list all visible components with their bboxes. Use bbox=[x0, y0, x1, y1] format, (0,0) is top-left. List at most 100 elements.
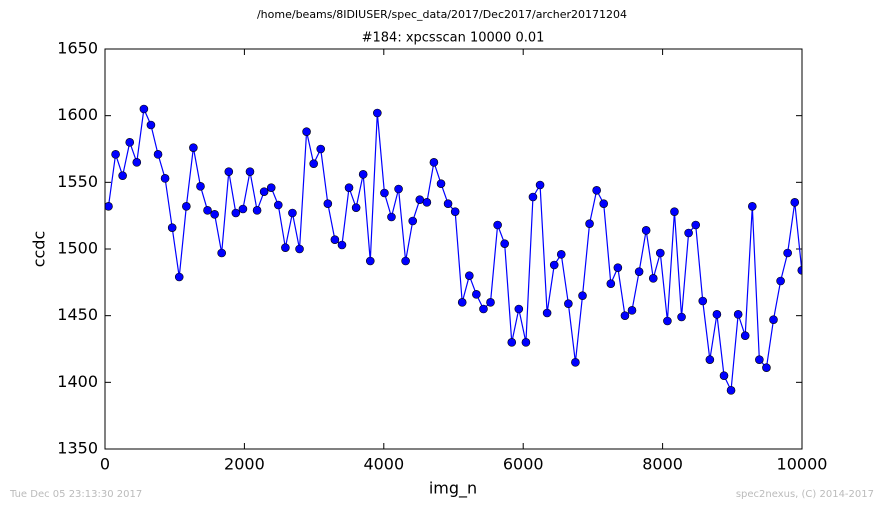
marker bbox=[755, 355, 764, 364]
marker bbox=[564, 299, 573, 308]
x-tick-label: 2000 bbox=[224, 455, 265, 474]
marker bbox=[648, 274, 658, 283]
marker bbox=[160, 174, 170, 183]
marker bbox=[585, 219, 594, 228]
marker bbox=[634, 267, 644, 276]
marker bbox=[365, 256, 375, 266]
marker bbox=[323, 199, 333, 208]
marker bbox=[790, 198, 800, 207]
marker bbox=[592, 186, 601, 195]
marker bbox=[479, 304, 488, 314]
marker bbox=[344, 183, 354, 192]
y-axis-label: ccdc bbox=[30, 231, 49, 268]
marker bbox=[698, 296, 708, 306]
marker bbox=[316, 144, 326, 154]
marker bbox=[118, 171, 127, 180]
marker bbox=[422, 198, 432, 207]
marker bbox=[556, 250, 566, 259]
y-tick-label: 1500 bbox=[57, 239, 98, 258]
marker bbox=[472, 290, 481, 299]
marker bbox=[776, 276, 785, 286]
marker bbox=[252, 206, 262, 215]
marker bbox=[182, 202, 191, 211]
marker bbox=[507, 338, 517, 347]
marker bbox=[740, 331, 750, 340]
marker bbox=[153, 150, 163, 159]
x-tick-label: 0 bbox=[100, 455, 110, 474]
marker bbox=[302, 127, 311, 136]
marker bbox=[408, 216, 418, 226]
marker bbox=[105, 202, 113, 211]
marker bbox=[394, 184, 403, 194]
marker bbox=[231, 208, 241, 218]
y-tick-label: 1350 bbox=[57, 439, 98, 458]
marker bbox=[542, 308, 552, 318]
marker bbox=[167, 223, 177, 232]
marker bbox=[174, 272, 184, 282]
footer-timestamp: Tue Dec 05 23:13:30 2017 bbox=[9, 489, 142, 500]
marker bbox=[273, 200, 283, 210]
marker bbox=[259, 187, 269, 196]
x-tick-label: 6000 bbox=[503, 455, 544, 474]
marker bbox=[521, 338, 531, 347]
marker bbox=[189, 143, 198, 152]
marker bbox=[196, 182, 205, 191]
marker bbox=[613, 263, 623, 272]
marker bbox=[733, 310, 743, 319]
marker bbox=[443, 199, 453, 208]
marker bbox=[295, 244, 304, 254]
marker bbox=[132, 158, 142, 167]
x-tick-label: 10000 bbox=[777, 455, 828, 474]
marker bbox=[281, 243, 290, 252]
marker bbox=[663, 316, 672, 326]
marker bbox=[549, 260, 559, 270]
marker bbox=[450, 207, 460, 216]
marker bbox=[578, 291, 587, 300]
marker bbox=[691, 220, 701, 230]
plot-frame bbox=[104, 48, 803, 450]
marker bbox=[486, 298, 495, 307]
marker bbox=[139, 104, 149, 114]
suptitle: /home/beams/8IDIUSER/spec_data/2017/Dec2… bbox=[257, 8, 627, 21]
y-tick-label: 1450 bbox=[57, 305, 98, 324]
marker bbox=[238, 204, 248, 214]
marker bbox=[535, 180, 545, 190]
marker bbox=[571, 358, 580, 367]
marker bbox=[500, 239, 509, 248]
marker bbox=[783, 248, 792, 258]
marker bbox=[401, 256, 410, 266]
marker bbox=[266, 183, 276, 192]
marker bbox=[224, 167, 234, 176]
marker bbox=[655, 248, 665, 258]
marker bbox=[726, 386, 736, 395]
marker bbox=[288, 208, 297, 218]
marker bbox=[373, 108, 382, 118]
chart-title: #184: xpcsscan 10000 0.01 bbox=[362, 31, 545, 46]
marker bbox=[493, 220, 502, 230]
marker bbox=[429, 158, 439, 167]
marker bbox=[719, 371, 729, 380]
footer-credit: spec2nexus, (C) 2014-2017 bbox=[736, 489, 874, 500]
marker bbox=[436, 179, 446, 188]
y-tick-label: 1400 bbox=[57, 372, 98, 391]
marker bbox=[762, 363, 771, 372]
x-axis-label: img_n bbox=[429, 479, 477, 499]
marker bbox=[203, 206, 212, 215]
marker bbox=[146, 120, 156, 130]
marker bbox=[712, 310, 722, 319]
y-tick-label: 1650 bbox=[57, 39, 98, 58]
marker bbox=[125, 138, 135, 147]
marker bbox=[705, 355, 715, 364]
marker bbox=[217, 248, 226, 258]
x-tick-label: 4000 bbox=[363, 455, 404, 474]
marker bbox=[684, 228, 693, 238]
marker bbox=[670, 207, 679, 216]
marker bbox=[330, 235, 340, 244]
marker bbox=[769, 315, 778, 324]
marker bbox=[358, 170, 368, 179]
marker bbox=[351, 203, 361, 212]
marker bbox=[465, 271, 474, 280]
marker bbox=[309, 159, 318, 168]
